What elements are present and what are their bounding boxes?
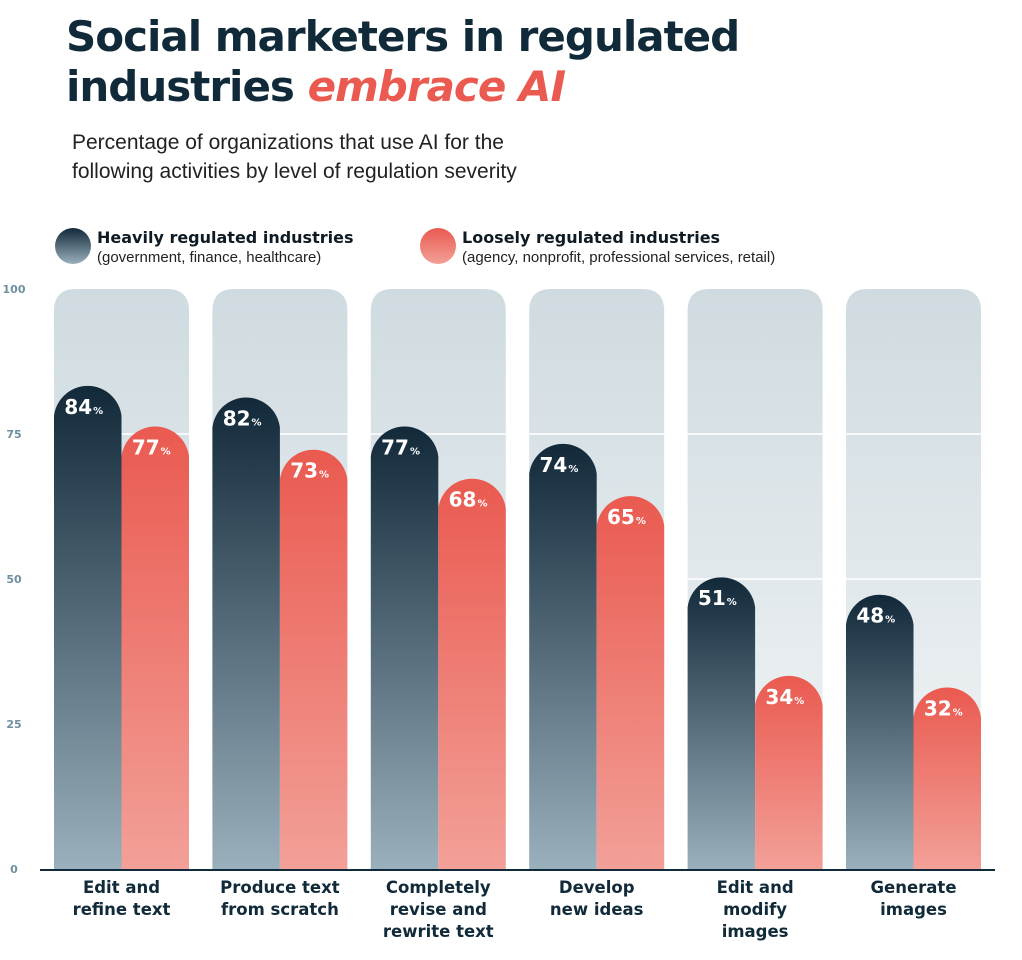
legend-item-heavy: Heavily regulated industries (government… <box>55 228 353 268</box>
bar-loose <box>279 449 348 869</box>
legend-heavy-description: (government, finance, healthcare) <box>97 249 322 266</box>
y-axis: 0 25 50 75 100 <box>3 283 26 876</box>
bar-loose <box>755 675 823 869</box>
value-label-loose: 65% <box>607 505 646 529</box>
bar-heavy <box>846 594 914 869</box>
value-label-heavy: 74% <box>540 453 579 477</box>
subtitle-line-2: following activities by level of regulat… <box>72 160 517 183</box>
bar-heavy <box>212 397 280 869</box>
value-label-loose: 68% <box>449 488 488 512</box>
bar-loose <box>121 426 189 869</box>
x-axis: Edit and refine text Produce text from scra… <box>73 878 957 941</box>
category-label: Develop new ideas <box>550 878 644 919</box>
category-label: Generate images <box>870 878 956 919</box>
bar-loose <box>913 687 981 869</box>
value-label-heavy: 51% <box>698 586 737 610</box>
bar-loose <box>596 496 665 869</box>
category-label: Edit and modify images <box>717 878 794 941</box>
value-label-loose: 32% <box>924 696 963 720</box>
gridlines <box>54 433 981 725</box>
legend-loose-label: Loosely regulated industries <box>462 228 721 247</box>
bars <box>54 385 981 869</box>
category-label: Produce text from scratch <box>220 878 340 919</box>
title-line-1: Social marketers in regulated <box>66 12 740 61</box>
bar-heavy <box>687 577 756 869</box>
value-label-heavy: 48% <box>856 604 895 628</box>
legend-heavy-swatch-icon <box>55 228 91 264</box>
y-tick-label: 0 <box>10 863 18 876</box>
bar-heavy <box>529 443 597 869</box>
legend-item-loose: Loosely regulated industries (agency, no… <box>420 228 775 268</box>
value-labels: 84% 77% 82% 73% 77% 68% 74% 65% 51% 34% 48% 32% <box>64 395 962 721</box>
value-label-heavy: 82% <box>223 406 262 430</box>
title-accent: embrace AI <box>307 62 567 111</box>
chart-title: Social marketers in regulated industries… <box>66 12 740 112</box>
title-line-2: industries <box>66 62 308 111</box>
subtitle-line-1: Percentage of organizations that use AI … <box>72 131 504 154</box>
category-label: Edit and refine text <box>73 878 171 919</box>
value-label-loose: 73% <box>290 459 329 483</box>
y-tick-label: 75 <box>6 428 21 441</box>
legend-heavy-label: Heavily regulated industries <box>97 228 354 247</box>
chart-subtitle: Percentage of organizations that use AI … <box>72 128 692 186</box>
legend-loose-description: (agency, nonprofit, professional service… <box>462 249 776 266</box>
value-label-heavy: 77% <box>381 435 420 459</box>
legend-loose-swatch-icon <box>420 228 456 264</box>
y-tick-label: 25 <box>6 718 21 731</box>
bar-heavy <box>370 426 439 869</box>
bar-tracks <box>54 289 981 869</box>
category-label: Completely revise and rewrite text <box>383 878 494 941</box>
y-tick-label: 50 <box>6 573 22 586</box>
bar-heavy <box>54 385 122 869</box>
value-label-loose: 34% <box>765 685 804 709</box>
value-label-loose: 77% <box>132 435 171 459</box>
y-tick-label: 100 <box>3 283 26 296</box>
value-label-heavy: 84% <box>64 395 103 419</box>
bar-loose <box>438 478 506 869</box>
